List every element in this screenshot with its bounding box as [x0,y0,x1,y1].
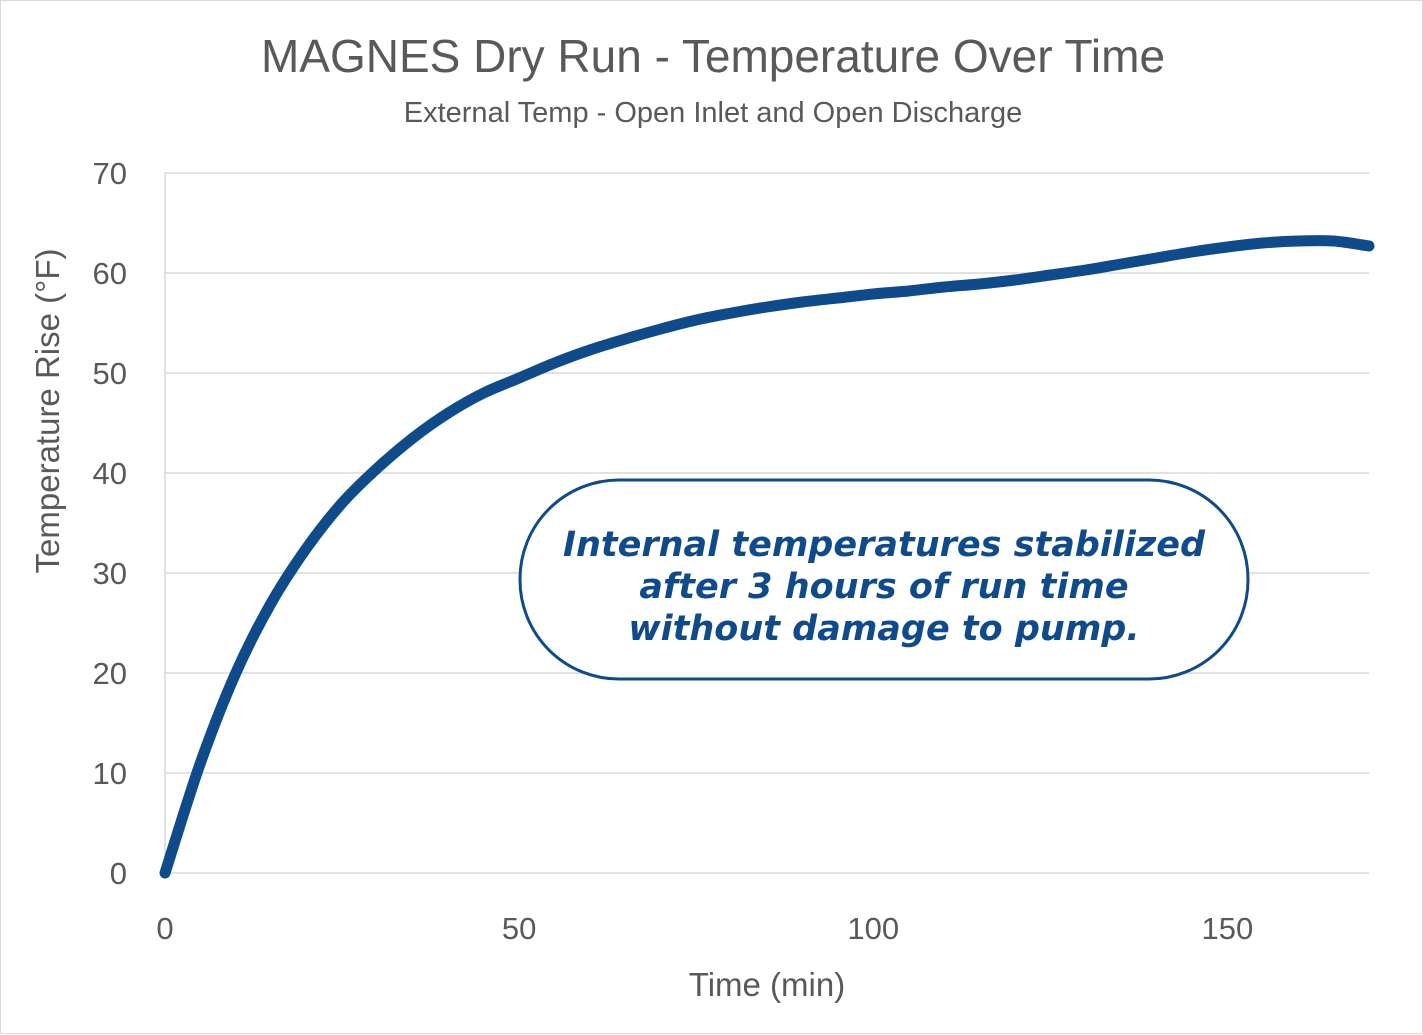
y-tick-label: 30 [93,556,127,591]
annotation-box [518,478,1250,681]
annotation-callout: Internal temperatures stabilized after 3… [518,478,1250,681]
x-tick-label: 50 [502,911,536,946]
x-tick-label: 0 [156,911,173,946]
annotation-line-1: Internal temperatures stabilized [563,525,1206,565]
y-tick-label: 20 [93,656,127,691]
annotation-line-2: after 3 hours of run time [639,567,1128,607]
x-tick-label: 150 [1201,911,1253,946]
y-tick-label: 60 [93,256,127,291]
annotation-line-3: without damage to pump. [628,609,1139,649]
series-line [159,235,1375,879]
y-tick-label: 70 [93,156,127,191]
chart-title: MAGNES Dry Run - Temperature Over Time [261,30,1165,82]
x-axis-label: Time (min) [689,966,845,1003]
x-tick-labels: 0 50 100 150 [156,911,1253,946]
chart-subtitle: External Temp - Open Inlet and Open Disc… [404,97,1022,129]
y-tick-labels: 0 10 20 30 40 50 60 70 [93,156,127,891]
y-tick-label: 50 [93,356,127,391]
x-tick-label: 100 [847,911,899,946]
y-tick-label: 10 [93,756,127,791]
y-axis-label: Temperature Rise (°F) [29,249,66,574]
y-tick-label: 0 [110,856,127,891]
y-tick-label: 40 [93,456,127,491]
